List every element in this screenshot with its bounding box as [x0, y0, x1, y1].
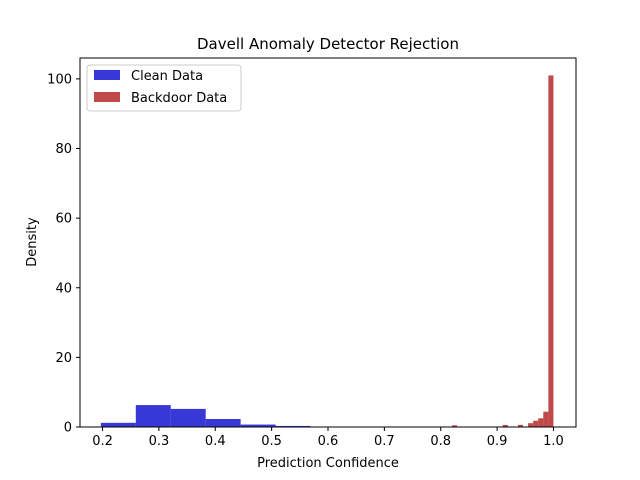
chart-title: Davell Anomaly Detector Rejection: [197, 35, 459, 53]
x-axis-ticks: 0.2 0.3 0.4 0.5 0.6 0.7 0.8 0.9 1.0: [92, 427, 564, 449]
x-tick-label-3: 0.5: [261, 434, 282, 449]
clean-data-bar-4: [240, 424, 276, 427]
backdoor-data-bar-0: [452, 425, 458, 427]
legend-swatch-backdoor-data: [94, 92, 120, 102]
clean-data-bar-3: [205, 418, 241, 427]
y-tick-label-5: 100: [47, 72, 72, 87]
y-axis-label: Density: [25, 217, 40, 267]
y-tick-label-0: 0: [64, 421, 72, 436]
y-tick-label-2: 40: [55, 281, 72, 296]
backdoor-data-bar-3: [528, 423, 534, 427]
y-tick-label-1: 20: [55, 351, 72, 366]
y-tick-label-4: 80: [55, 142, 72, 157]
x-tick-label-7: 0.9: [487, 434, 508, 449]
bars-layer: [100, 75, 554, 427]
y-axis-ticks: 0 20 40 60 80 100: [47, 72, 80, 436]
x-tick-label-4: 0.6: [318, 434, 339, 449]
clean-data-bar-5: [275, 425, 311, 427]
backdoor-data-bar-6: [543, 411, 549, 427]
x-axis-label: Prediction Confidence: [257, 456, 399, 471]
clean-data-bar-2: [170, 408, 206, 427]
clean-data-bar-0: [100, 422, 136, 427]
legend: Clean Data Backdoor Data: [86, 64, 242, 112]
backdoor-data-bar-5: [538, 418, 544, 427]
legend-box: [86, 64, 242, 112]
legend-swatch-clean-data: [94, 70, 120, 80]
legend-label-backdoor-data: Backdoor Data: [131, 91, 227, 106]
legend-label-clean-data: Clean Data: [131, 69, 203, 84]
x-tick-label-8: 1.0: [543, 434, 564, 449]
y-tick-label-3: 60: [55, 212, 72, 227]
backdoor-data-bar-7: [548, 75, 554, 427]
x-tick-label-2: 0.4: [205, 434, 226, 449]
backdoor-data-bar-1: [502, 424, 508, 427]
clean-data-bar-1: [135, 405, 171, 427]
x-tick-label-1: 0.3: [149, 434, 170, 449]
backdoor-data-bar-2: [517, 424, 524, 427]
x-tick-label-5: 0.7: [374, 434, 395, 449]
backdoor-data-bar-4: [533, 420, 539, 427]
x-tick-label-0: 0.2: [92, 434, 113, 449]
x-tick-label-6: 0.8: [430, 434, 451, 449]
